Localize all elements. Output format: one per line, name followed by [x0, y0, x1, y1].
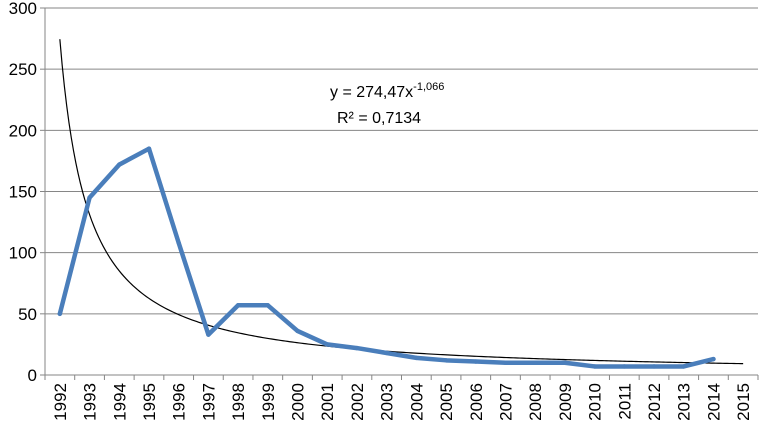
- x-tick-label: 2006: [467, 383, 486, 421]
- x-axis-ticks: 1992 1993 1994 1995 1996 1997 1998 1999 2000 2001…: [44, 375, 759, 421]
- data-point: [384, 350, 389, 356]
- data-point: [57, 311, 63, 317]
- x-tick-label: 2013: [675, 383, 694, 421]
- x-tick-label: 1998: [229, 383, 248, 421]
- trendline-annotation: y = 274,47x-1,066 R² = 0,7134: [330, 81, 444, 127]
- x-tick-label: 2015: [734, 383, 753, 421]
- x-tick-label: 2008: [526, 383, 545, 421]
- y-tick-label: 250: [9, 60, 37, 79]
- data-point: [295, 328, 300, 334]
- x-tick-label: 1996: [170, 383, 189, 421]
- r-squared-label: R² = 0,7134: [337, 110, 421, 127]
- data-point: [235, 303, 241, 308]
- data-point: [325, 342, 330, 347]
- x-tick-label: 2012: [645, 383, 664, 421]
- x-tick-label: 1997: [199, 383, 218, 421]
- x-tick-label: 2004: [407, 383, 426, 421]
- trendline-equation: y = 274,47x-1,066: [330, 81, 444, 101]
- x-tick-label: 1992: [51, 383, 70, 421]
- y-tick-label: 0: [28, 366, 37, 385]
- x-tick-label: 2011: [615, 383, 634, 420]
- series-line: [57, 146, 716, 369]
- data-point: [532, 360, 538, 365]
- data-point: [711, 356, 716, 362]
- x-tick-label: 2002: [348, 383, 367, 421]
- data-point: [592, 364, 597, 369]
- x-tick-label: 1995: [140, 383, 159, 421]
- data-point: [503, 360, 508, 365]
- x-tick-label: 2001: [318, 383, 337, 421]
- x-tick-label: 2010: [586, 383, 605, 421]
- data-point: [354, 345, 360, 351]
- data-point: [146, 146, 152, 151]
- data-point: [473, 359, 478, 364]
- data-point: [176, 240, 181, 246]
- y-tick-label: 200: [9, 121, 37, 140]
- x-tick-label: 1993: [81, 383, 100, 421]
- data-point: [87, 195, 92, 200]
- x-tick-label: 1999: [259, 383, 278, 421]
- x-tick-label: 2014: [704, 383, 723, 421]
- y-axis-ticks: 0 50 100 150 200 250 300: [9, 0, 45, 385]
- data-point: [651, 364, 657, 369]
- data-point: [622, 364, 627, 369]
- data-point: [117, 162, 122, 167]
- series-group: [57, 146, 716, 369]
- y-tick-label: 150: [9, 183, 37, 202]
- x-tick-label: 2003: [378, 383, 397, 421]
- data-point: [414, 355, 419, 361]
- x-tick-label: 2007: [496, 383, 515, 421]
- x-tick-label: 2000: [289, 383, 308, 421]
- x-tick-label: 2009: [556, 383, 575, 421]
- y-tick-label: 100: [9, 244, 37, 263]
- y-tick-label: 300: [9, 0, 37, 18]
- equation-exponent: -1,066: [413, 81, 444, 93]
- trendline-group: [59, 39, 744, 365]
- y-tick-label: 50: [18, 305, 37, 324]
- data-point: [206, 332, 211, 337]
- data-point: [562, 360, 568, 365]
- x-tick-label: 1994: [110, 383, 129, 421]
- power-trendline: [59, 39, 744, 365]
- data-point: [443, 358, 449, 363]
- data-point: [681, 364, 686, 369]
- x-tick-label: 2005: [437, 383, 456, 421]
- data-point: [265, 303, 271, 308]
- equation-base: y = 274,47x: [330, 84, 413, 101]
